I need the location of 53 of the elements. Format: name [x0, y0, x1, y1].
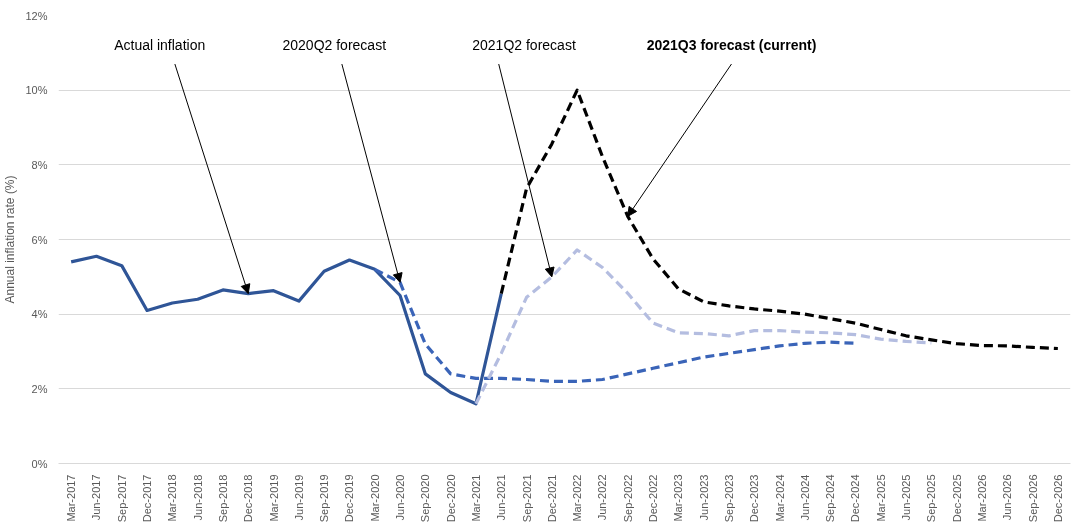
x-tick-label: Sep-2018 — [216, 474, 229, 523]
y-tick-label: 8% — [31, 158, 48, 171]
y-axis-title: Annual inflation rate (%) — [3, 175, 18, 304]
x-tick-label: Jun-2021 — [495, 474, 508, 521]
x-tick-label: Jun-2020 — [394, 474, 407, 521]
x-tick-label: Dec-2021 — [545, 474, 558, 523]
x-tick-label: Mar-2017 — [65, 474, 78, 522]
annotation: Actual inflation — [114, 36, 206, 53]
y-tick-label: 2% — [31, 382, 48, 395]
annotation: 2021Q3 forecast (current) — [646, 36, 817, 53]
x-tick-label: Jun-2023 — [697, 474, 710, 521]
x-tick-label: Mar-2018 — [166, 474, 179, 522]
x-tick-label: Sep-2025 — [925, 474, 938, 523]
x-tick-label: Mar-2023 — [672, 474, 685, 522]
x-tick-label: Jun-2024 — [798, 474, 811, 521]
y-tick-label: 12% — [25, 9, 48, 22]
x-tick-label: Dec-2017 — [141, 474, 154, 523]
x-tick-label: Sep-2023 — [722, 474, 735, 523]
line-series — [69, 254, 503, 406]
x-tick-label: Sep-2026 — [1026, 474, 1039, 523]
x-tick-label: Mar-2021 — [469, 474, 482, 522]
x-tick-label: Dec-2019 — [343, 474, 356, 523]
x-tick-label: Sep-2017 — [115, 474, 128, 523]
annotation: 2021Q2 forecast — [472, 36, 576, 53]
x-tick-label: Mar-2019 — [267, 474, 280, 522]
y-tick-label: 0% — [31, 457, 48, 470]
x-tick-label: Sep-2020 — [419, 474, 432, 523]
x-tick-label: Jun-2022 — [596, 474, 609, 521]
x-tick-label: Mar-2025 — [874, 474, 887, 522]
annotation: 2020Q2 forecast — [282, 36, 387, 53]
x-tick-label: Jun-2026 — [1001, 474, 1014, 521]
x-tick-label: Jun-2017 — [90, 474, 103, 521]
x-tick-label: Dec-2025 — [950, 474, 963, 523]
x-tick-label: Dec-2018 — [242, 474, 255, 523]
x-tick-label: Mar-2026 — [975, 474, 988, 522]
x-tick-label: Jun-2025 — [900, 474, 913, 521]
y-tick-label: 6% — [31, 233, 48, 246]
x-tick-label: Sep-2024 — [824, 474, 837, 523]
x-tick-label: Jun-2019 — [292, 474, 305, 521]
x-tick-label: Jun-2018 — [191, 474, 204, 521]
x-tick-label: Dec-2020 — [444, 474, 457, 523]
x-tick-label: Dec-2024 — [849, 474, 862, 523]
y-tick-label: 4% — [31, 308, 48, 321]
y-tick-label: 10% — [25, 84, 48, 97]
x-tick-label: Dec-2022 — [647, 474, 660, 523]
x-tick-label: Mar-2022 — [571, 474, 584, 522]
x-tick-label: Mar-2020 — [368, 474, 381, 522]
x-tick-label: Sep-2022 — [621, 474, 634, 523]
x-tick-label: Mar-2024 — [773, 474, 786, 522]
x-tick-label: Sep-2019 — [318, 474, 331, 523]
x-tick-label: Sep-2021 — [520, 474, 533, 523]
x-tick-label: Dec-2023 — [748, 474, 761, 523]
x-tick-label: Dec-2026 — [1051, 474, 1064, 523]
